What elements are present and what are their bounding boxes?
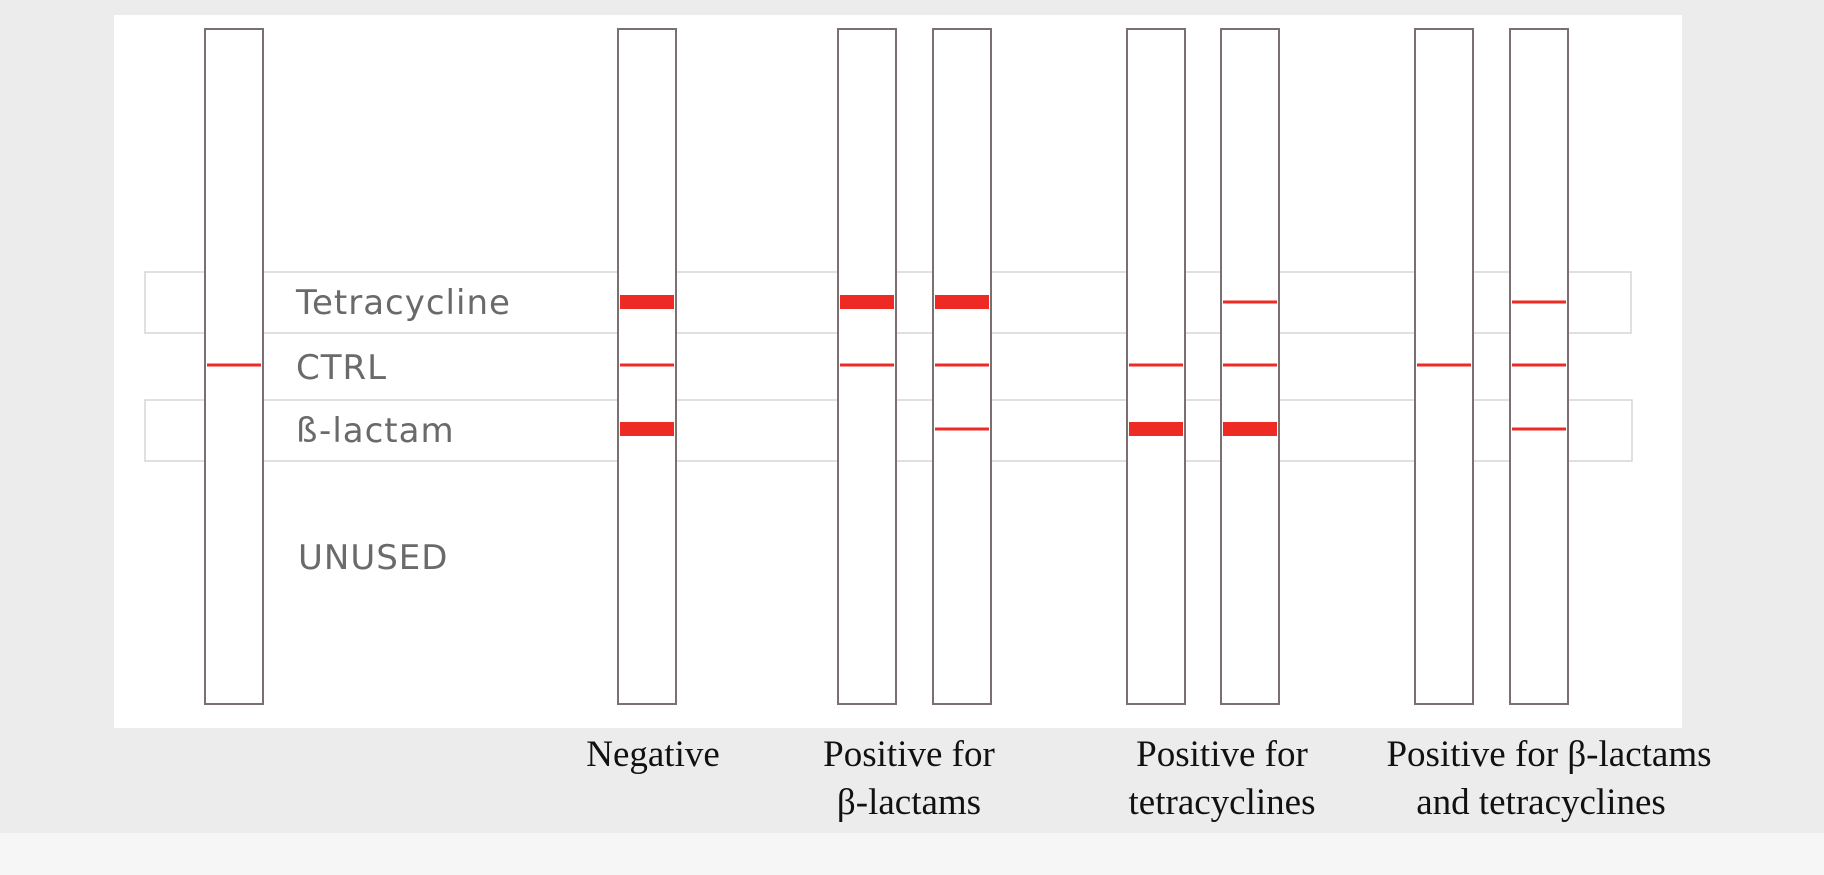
tetracycline-band xyxy=(1223,300,1277,304)
ctrl-band xyxy=(1417,363,1471,367)
tetracycline-band xyxy=(1512,300,1566,304)
strips xyxy=(204,28,1569,705)
beta-lactam-band xyxy=(620,422,674,436)
ctrl-band xyxy=(1223,363,1277,367)
group-label-negative: Negative xyxy=(586,734,720,775)
beta-lactam-band xyxy=(1129,422,1183,436)
tetracycline-band xyxy=(935,295,989,309)
group-label-beta-lactams-line1: Positive for xyxy=(823,734,995,775)
unused-label: UNUSED xyxy=(298,538,448,578)
ctrl-band xyxy=(1512,363,1566,367)
bottom-bar xyxy=(0,833,1824,875)
test-strip xyxy=(1414,28,1474,705)
ctrl-label: CTRL xyxy=(296,348,387,388)
test-strip xyxy=(837,28,897,705)
group-label-tetracyclines-line2: tetracyclines xyxy=(1129,782,1316,823)
beta-lactam-band xyxy=(1512,427,1566,431)
tetracycline-band xyxy=(620,295,674,309)
ctrl-band xyxy=(207,363,261,367)
test-strip xyxy=(932,28,992,705)
test-strip xyxy=(1126,28,1186,705)
group-label-beta-lactams-line2: β-lactams xyxy=(837,782,981,823)
test-strip xyxy=(1220,28,1280,705)
group-label-both-line2: and tetracyclines xyxy=(1416,782,1666,823)
row-labels: Tetracycline CTRL ß-lactam UNUSED xyxy=(295,283,511,578)
beta-lactam-band xyxy=(935,427,989,431)
tetracycline-label: Tetracycline xyxy=(295,283,511,323)
ctrl-band xyxy=(1129,363,1183,367)
tetracycline-band xyxy=(840,295,894,309)
ctrl-band xyxy=(935,363,989,367)
ctrl-band xyxy=(840,363,894,367)
beta-lactam-band xyxy=(1223,422,1277,436)
group-label-both-line1: Positive for β-lactams xyxy=(1386,734,1711,775)
beta-lactam-label: ß-lactam xyxy=(296,411,455,451)
test-strip xyxy=(1509,28,1569,705)
ctrl-band xyxy=(620,363,674,367)
group-label-tetracyclines-line1: Positive for xyxy=(1136,734,1308,775)
group-labels: Negative Positive for β-lactams Positive… xyxy=(586,734,1711,823)
test-strip xyxy=(617,28,677,705)
test-strip xyxy=(204,28,264,705)
